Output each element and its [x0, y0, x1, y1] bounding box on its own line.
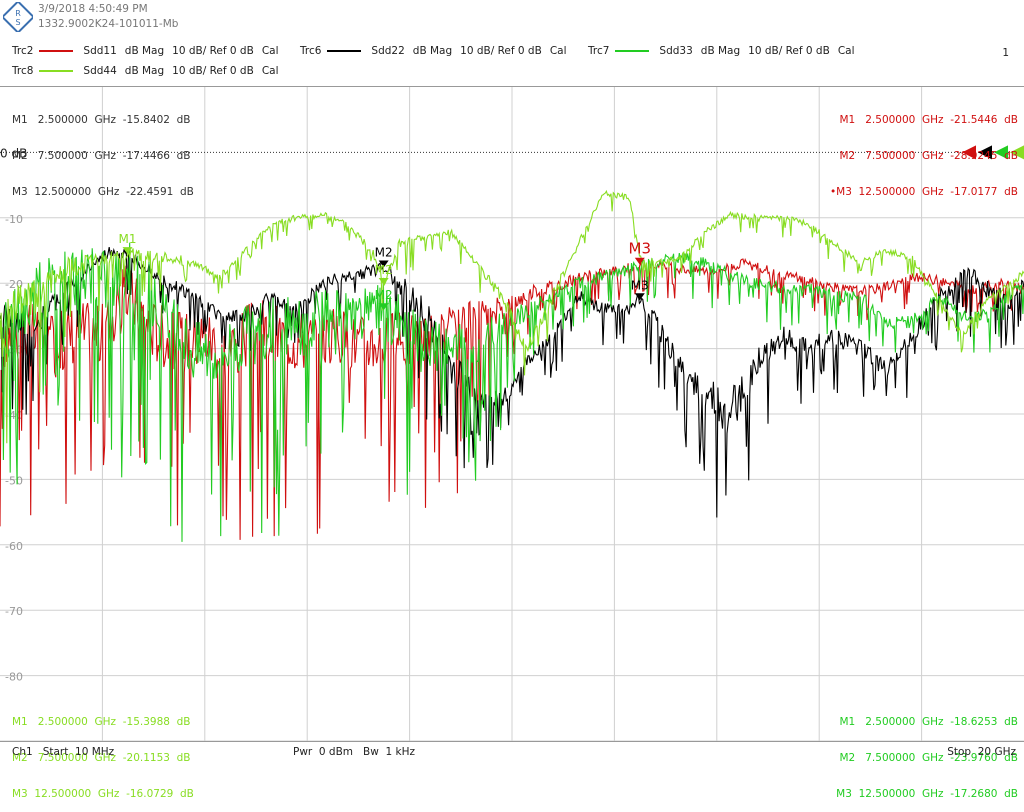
marker-label: M2: [375, 288, 393, 302]
trace-legend-trc8[interactable]: Trc8 Sdd44 dB Mag 10 dB/ Ref 0 dB Cal: [12, 65, 279, 77]
start-value: 10 MHz: [75, 746, 115, 758]
trace-scale: 10 dB/ Ref 0 dB: [172, 45, 254, 57]
marker-triangle: [378, 260, 389, 268]
channel-number: 1: [1002, 47, 1009, 59]
start-label: Start: [42, 746, 69, 758]
y-tick-label: -10: [5, 213, 23, 226]
marker-row: M2 7.500000 GHz -28.9245 dB: [839, 150, 1019, 162]
y-tick-label: 0 dB: [0, 146, 27, 160]
trace-param: Sdd11: [83, 45, 117, 57]
marker-row: M2 7.500000 GHz -20.1153 dB: [12, 752, 191, 764]
power-value: Pwr 0 dBm: [293, 746, 354, 758]
trace-line-sdd22: [0, 247, 1024, 518]
trace-legend-trc6[interactable]: Trc6 Sdd22 dB Mag 10 dB/ Ref 0 dB Cal: [300, 45, 567, 57]
trace-scale: 10 dB/ Ref 0 dB: [460, 45, 542, 57]
trace-id: Trc8: [12, 65, 34, 77]
marker-row: M2 7.500000 GHz -17.4466 dB: [12, 150, 191, 162]
trace-color-line: [327, 50, 362, 52]
trace-color-line: [39, 50, 74, 52]
trace-format: dB Mag: [124, 45, 165, 57]
marker-table-sdd11: M1 2.500000 GHz -21.5446 dB M2 7.500000 …: [830, 90, 1018, 210]
marker-row: M3 12.500000 GHz -17.2680 dB: [836, 788, 1018, 800]
trace-format: dB Mag: [124, 65, 165, 77]
trace-color-line: [615, 50, 650, 52]
rohde-schwarz-logo: R S: [3, 2, 33, 32]
marker-row: M3 12.500000 GHz -22.4591 dB: [12, 186, 194, 198]
trace-legend-trc7[interactable]: Trc7 Sdd33 dB Mag 10 dB/ Ref 0 dB Cal: [588, 45, 855, 57]
marker-row: •M3 12.500000 GHz -17.0177 dB: [829, 186, 1018, 198]
marker-label: M3: [629, 240, 652, 258]
marker-row: M1 2.500000 GHz -15.3988 dB: [12, 716, 191, 728]
marker-row: M2 7.500000 GHz -23.9760 dB: [839, 752, 1019, 764]
trace-format: dB Mag: [700, 45, 741, 57]
trace-line-sdd11: [0, 258, 1024, 540]
marker-row: M1 2.500000 GHz -15.8402 dB: [12, 114, 191, 126]
trace-id: Trc7: [588, 45, 610, 57]
marker-label: M3: [631, 278, 649, 292]
trace-id: Trc6: [300, 45, 322, 57]
trace-id: Trc2: [12, 45, 34, 57]
svg-text:S: S: [15, 18, 20, 27]
file-name: 1332.9002K24-101011-Mb: [38, 18, 179, 30]
svg-text:R: R: [15, 9, 21, 18]
reference-arrow-icon: [1010, 145, 1024, 160]
marker-label: M2: [375, 246, 393, 260]
channel-label: Ch1: [12, 746, 33, 758]
trace-scale: 10 dB/ Ref 0 dB: [748, 45, 830, 57]
reference-arrow-icon: [962, 145, 976, 160]
marker-label: M1: [119, 232, 137, 246]
stop-value: 20 GHz: [977, 746, 1016, 758]
reference-arrow-icon: [978, 145, 992, 160]
footer-power-bw[interactable]: Pwr 0 dBm Bw 1 kHz: [293, 746, 415, 758]
marker-row: M3 12.500000 GHz -16.0729 dB: [12, 788, 194, 800]
marker-triangle: [634, 257, 645, 265]
y-tick-label: -50: [5, 474, 23, 487]
trace-param: Sdd33: [659, 45, 693, 57]
y-tick-label: -70: [5, 605, 23, 618]
trace-color-line: [39, 70, 74, 72]
trace-cal: Cal: [837, 45, 855, 57]
stop-label: Stop: [947, 746, 972, 758]
footer-start[interactable]: Ch1 Start 10 MHz: [12, 746, 114, 758]
marker-triangle: [122, 247, 133, 255]
marker-label: M2: [375, 263, 393, 277]
marker-table-sdd22: M1 2.500000 GHz -15.8402 dB M2 7.500000 …: [12, 90, 194, 210]
trace-line-sdd44: [0, 189, 1024, 444]
marker-triangle: [634, 293, 645, 301]
marker-row: M1 2.500000 GHz -18.6253 dB: [839, 716, 1019, 728]
trace-param: Sdd22: [371, 45, 405, 57]
bandwidth-value: Bw 1 kHz: [363, 746, 416, 758]
marker-row: M1 2.500000 GHz -21.5446 dB: [839, 114, 1019, 126]
footer-stop[interactable]: Stop 20 GHz: [947, 746, 1016, 758]
trace-scale: 10 dB/ Ref 0 dB: [172, 65, 254, 77]
trace-param: Sdd44: [83, 65, 117, 77]
marker-triangle: [378, 303, 389, 311]
trace-cal: Cal: [549, 45, 567, 57]
y-tick-label: -60: [5, 540, 23, 553]
timestamp: 3/9/2018 4:50:49 PM: [38, 3, 148, 15]
y-tick-label: -40: [5, 409, 23, 422]
trace-format: dB Mag: [412, 45, 453, 57]
marker-triangle: [378, 277, 389, 285]
trace-cal: Cal: [261, 45, 279, 57]
reference-arrow-icon: [994, 145, 1008, 160]
trace-cal: Cal: [261, 65, 279, 77]
trace-legend-trc2[interactable]: Trc2 Sdd11 dB Mag 10 dB/ Ref 0 dB Cal: [12, 45, 279, 57]
trace-line-sdd33: [0, 242, 1024, 542]
y-tick-label: -80: [5, 671, 23, 684]
